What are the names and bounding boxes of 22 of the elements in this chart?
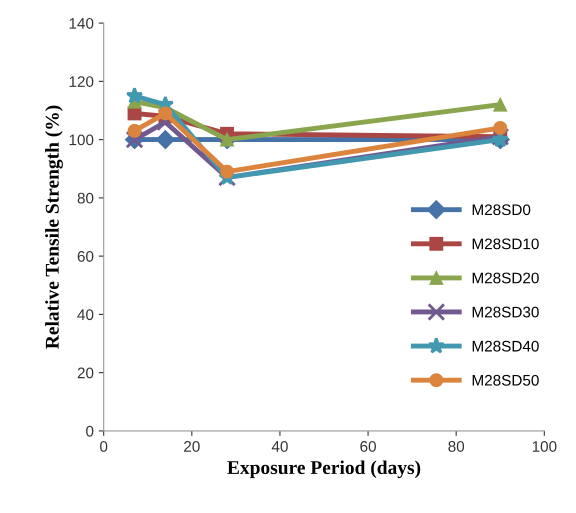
x-tick-label: 20 [184,441,200,452]
legend-label: M28SD0 [472,204,530,216]
y-axis-title: Relative Tensile Strength (%) [45,106,63,349]
y-tick-label: 40 [77,309,94,320]
x-tick-label: 80 [448,441,464,452]
x-axis-title: Exposure Period (days) [227,460,420,478]
y-tick-label: 140 [70,18,94,29]
y-tick-label: 80 [78,192,94,204]
legend-label: M28SD50 [472,374,539,386]
x-tick-label: 100 [532,441,556,452]
x-tick-label: 0 [100,441,108,452]
y-tick-label: 120 [70,76,94,88]
legend-label: M28SD40 [472,340,539,352]
y-tick-label: 60 [78,251,94,262]
legend-label: M28SD10 [472,238,539,250]
legend-label: M28SD30 [472,306,539,318]
y-tick-label: 20 [78,368,94,378]
legend-label: M28SD20 [472,272,539,284]
y-tick-label: 100 [70,134,94,146]
x-tick-label: 60 [360,441,376,452]
x-tick-label: 40 [272,441,288,452]
y-tick-label: 0 [86,426,94,437]
